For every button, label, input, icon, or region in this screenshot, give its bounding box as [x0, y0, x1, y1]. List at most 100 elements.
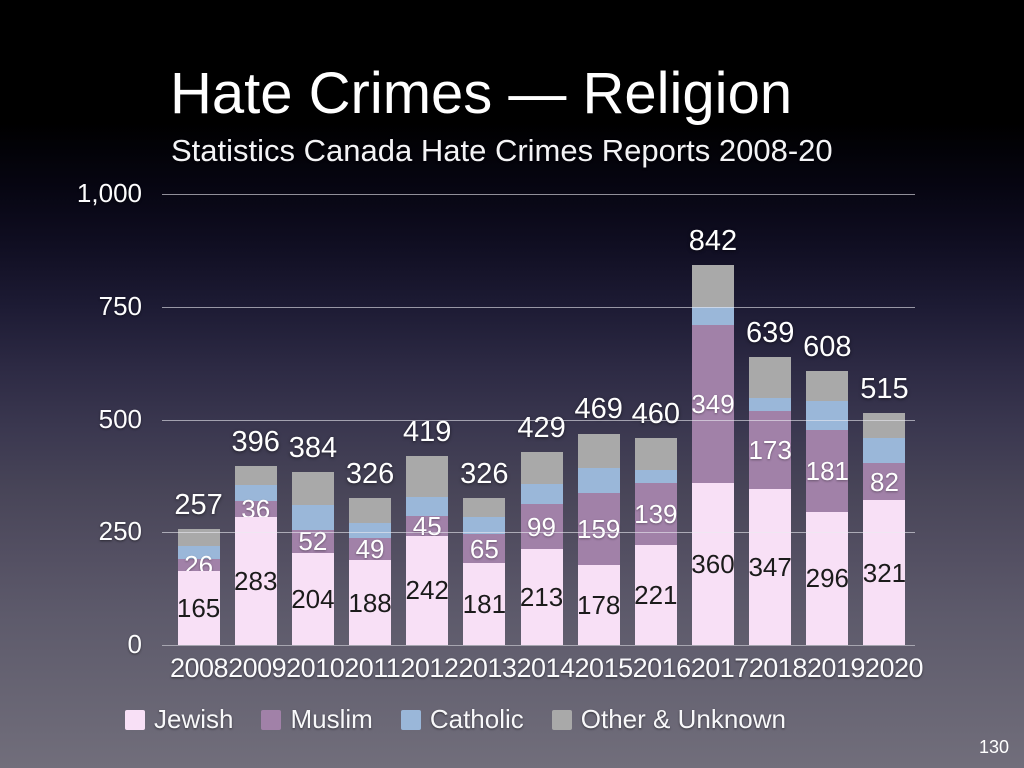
bar-segment-muslim: 159: [576, 493, 621, 565]
bar-segment-muslim: 349: [691, 325, 735, 483]
page-number: 130: [978, 737, 1009, 757]
segment-value-label: 296: [805, 563, 849, 594]
x-tick-label: 2013: [458, 653, 517, 683]
gridline: [162, 194, 915, 195]
segment-value-label: 159: [576, 513, 621, 544]
stacked-bar: 347 173: [748, 356, 792, 645]
bar-segment-jewish: 213: [519, 548, 564, 645]
stacked-bar: 181 65: [462, 498, 507, 645]
segment-value-label: 45: [412, 510, 442, 541]
bar-segment-jewish: 296: [805, 511, 849, 645]
bar-segment-catholic: [406, 497, 449, 516]
x-tick-label: 2016: [632, 653, 692, 683]
legend-swatch: [551, 709, 572, 730]
bar-segment-other-unknown: [177, 529, 220, 546]
segment-value-label: 181: [805, 455, 849, 486]
segment-value-label: 283: [234, 566, 278, 597]
bar-segment-jewish: 347: [748, 488, 792, 645]
segment-value-label: 99: [527, 511, 556, 542]
bar-segment-jewish: 221: [634, 545, 678, 645]
slide-subtitle: Statistics Canada Hate Crimes Reports 20…: [171, 133, 833, 168]
stacked-bar: 188 49: [348, 498, 392, 645]
bar-group-2013: 181 65 326: [456, 194, 513, 645]
gridline: [162, 419, 915, 421]
bar-segment-catholic: [749, 398, 792, 411]
gridline: [162, 306, 915, 308]
x-tick-label: 2011: [344, 653, 401, 683]
bar-segment-muslim: 49: [349, 536, 392, 562]
segment-value-label: 213: [519, 581, 564, 612]
bar-segment-catholic: [577, 468, 620, 494]
segment-value-label: 242: [405, 575, 449, 606]
bar-group-2010: 204 52 384: [284, 194, 341, 645]
segment-value-label: 360: [691, 548, 735, 579]
y-axis: 0 250 500 750 1,000: [0, 178, 152, 659]
bar-segment-jewish: 165: [176, 570, 221, 645]
total-value-label: 460: [631, 397, 681, 430]
bar-segment-catholic: [234, 484, 277, 502]
bar-group-2019: 296 181 608: [799, 194, 856, 645]
segment-value-label: 349: [691, 388, 735, 419]
stacked-bar-chart: 165 26 257 283 36 396 204 52 384 188 49 326 242 45 419…: [162, 194, 924, 683]
y-tick-label: 500: [98, 403, 142, 434]
bar-segment-jewish: 181: [462, 563, 507, 645]
bar-segment-muslim: 82: [863, 463, 906, 501]
segment-value-label: 321: [862, 557, 907, 588]
gridline: [162, 645, 915, 646]
segment-value-label: 139: [634, 499, 678, 529]
bar-segment-other-unknown: [463, 498, 506, 517]
segment-value-label: 204: [291, 584, 335, 614]
stacked-bar: 242 45: [405, 456, 449, 645]
total-value-label: 326: [345, 457, 395, 490]
x-tick-label: 2009: [228, 653, 287, 683]
bar-segment-muslim: 181: [805, 429, 849, 512]
bar-segment-catholic: [691, 307, 734, 326]
bar-group-2012: 242 45 419: [399, 194, 456, 645]
bar-segment-muslim: 36: [234, 496, 277, 522]
y-tick-label: 0: [127, 628, 142, 659]
total-value-label: 469: [574, 393, 623, 426]
legend-swatch: [125, 709, 145, 730]
stacked-bar: 321 82: [862, 412, 907, 645]
x-tick-label: 2014: [516, 653, 575, 683]
bar-segment-jewish: 242: [405, 535, 449, 645]
bar-segment-other-unknown: [577, 433, 620, 469]
stacked-bar: 178 159: [576, 433, 621, 645]
legend-item-other-unknown: Other & Unknown: [551, 704, 786, 735]
y-tick-label: 250: [98, 516, 142, 547]
bar-segment-jewish: 360: [691, 482, 735, 645]
total-value-label: 842: [688, 225, 738, 258]
bar-segment-muslim: 26: [177, 552, 220, 578]
total-value-label: 326: [460, 457, 509, 490]
bar-segment-other-unknown: [691, 265, 734, 308]
bar-group-2014: 213 99 429: [513, 194, 570, 645]
stacked-bar: 165 26: [176, 529, 221, 645]
bar-segment-catholic: [177, 545, 220, 559]
bar-group-2018: 347 173 639: [742, 194, 799, 645]
stacked-bar: 283 36: [234, 466, 278, 645]
bar-group-2017: 360 349 842: [684, 194, 741, 645]
stacked-bar: 204 52: [291, 471, 335, 645]
legend-item-jewish: Jewish: [125, 704, 233, 735]
bar-segment-other-unknown: [234, 466, 277, 485]
bar-segment-catholic: [634, 470, 677, 483]
segment-value-label: 181: [462, 589, 507, 620]
bar-segment-jewish: 283: [234, 517, 278, 645]
bar-segment-catholic: [463, 516, 506, 535]
bar-group-2020: 321 82 515: [856, 194, 913, 645]
segment-value-label: 165: [176, 592, 221, 623]
bar-segment-jewish: 204: [291, 553, 335, 645]
legend-label: Other & Unknown: [580, 704, 786, 734]
bar-segment-catholic: [291, 505, 334, 530]
bar-segment-catholic: [863, 438, 906, 464]
y-tick-label: 750: [98, 290, 142, 321]
segment-value-label: 347: [748, 551, 792, 582]
legend-label: Muslim: [290, 704, 373, 734]
bar-segment-muslim: 45: [406, 510, 449, 541]
bar-segment-catholic: [349, 522, 392, 539]
legend-label: Jewish: [154, 704, 234, 734]
segment-value-label: 82: [869, 466, 899, 497]
total-value-label: 419: [403, 416, 452, 449]
bar-segment-other-unknown: [291, 471, 334, 506]
